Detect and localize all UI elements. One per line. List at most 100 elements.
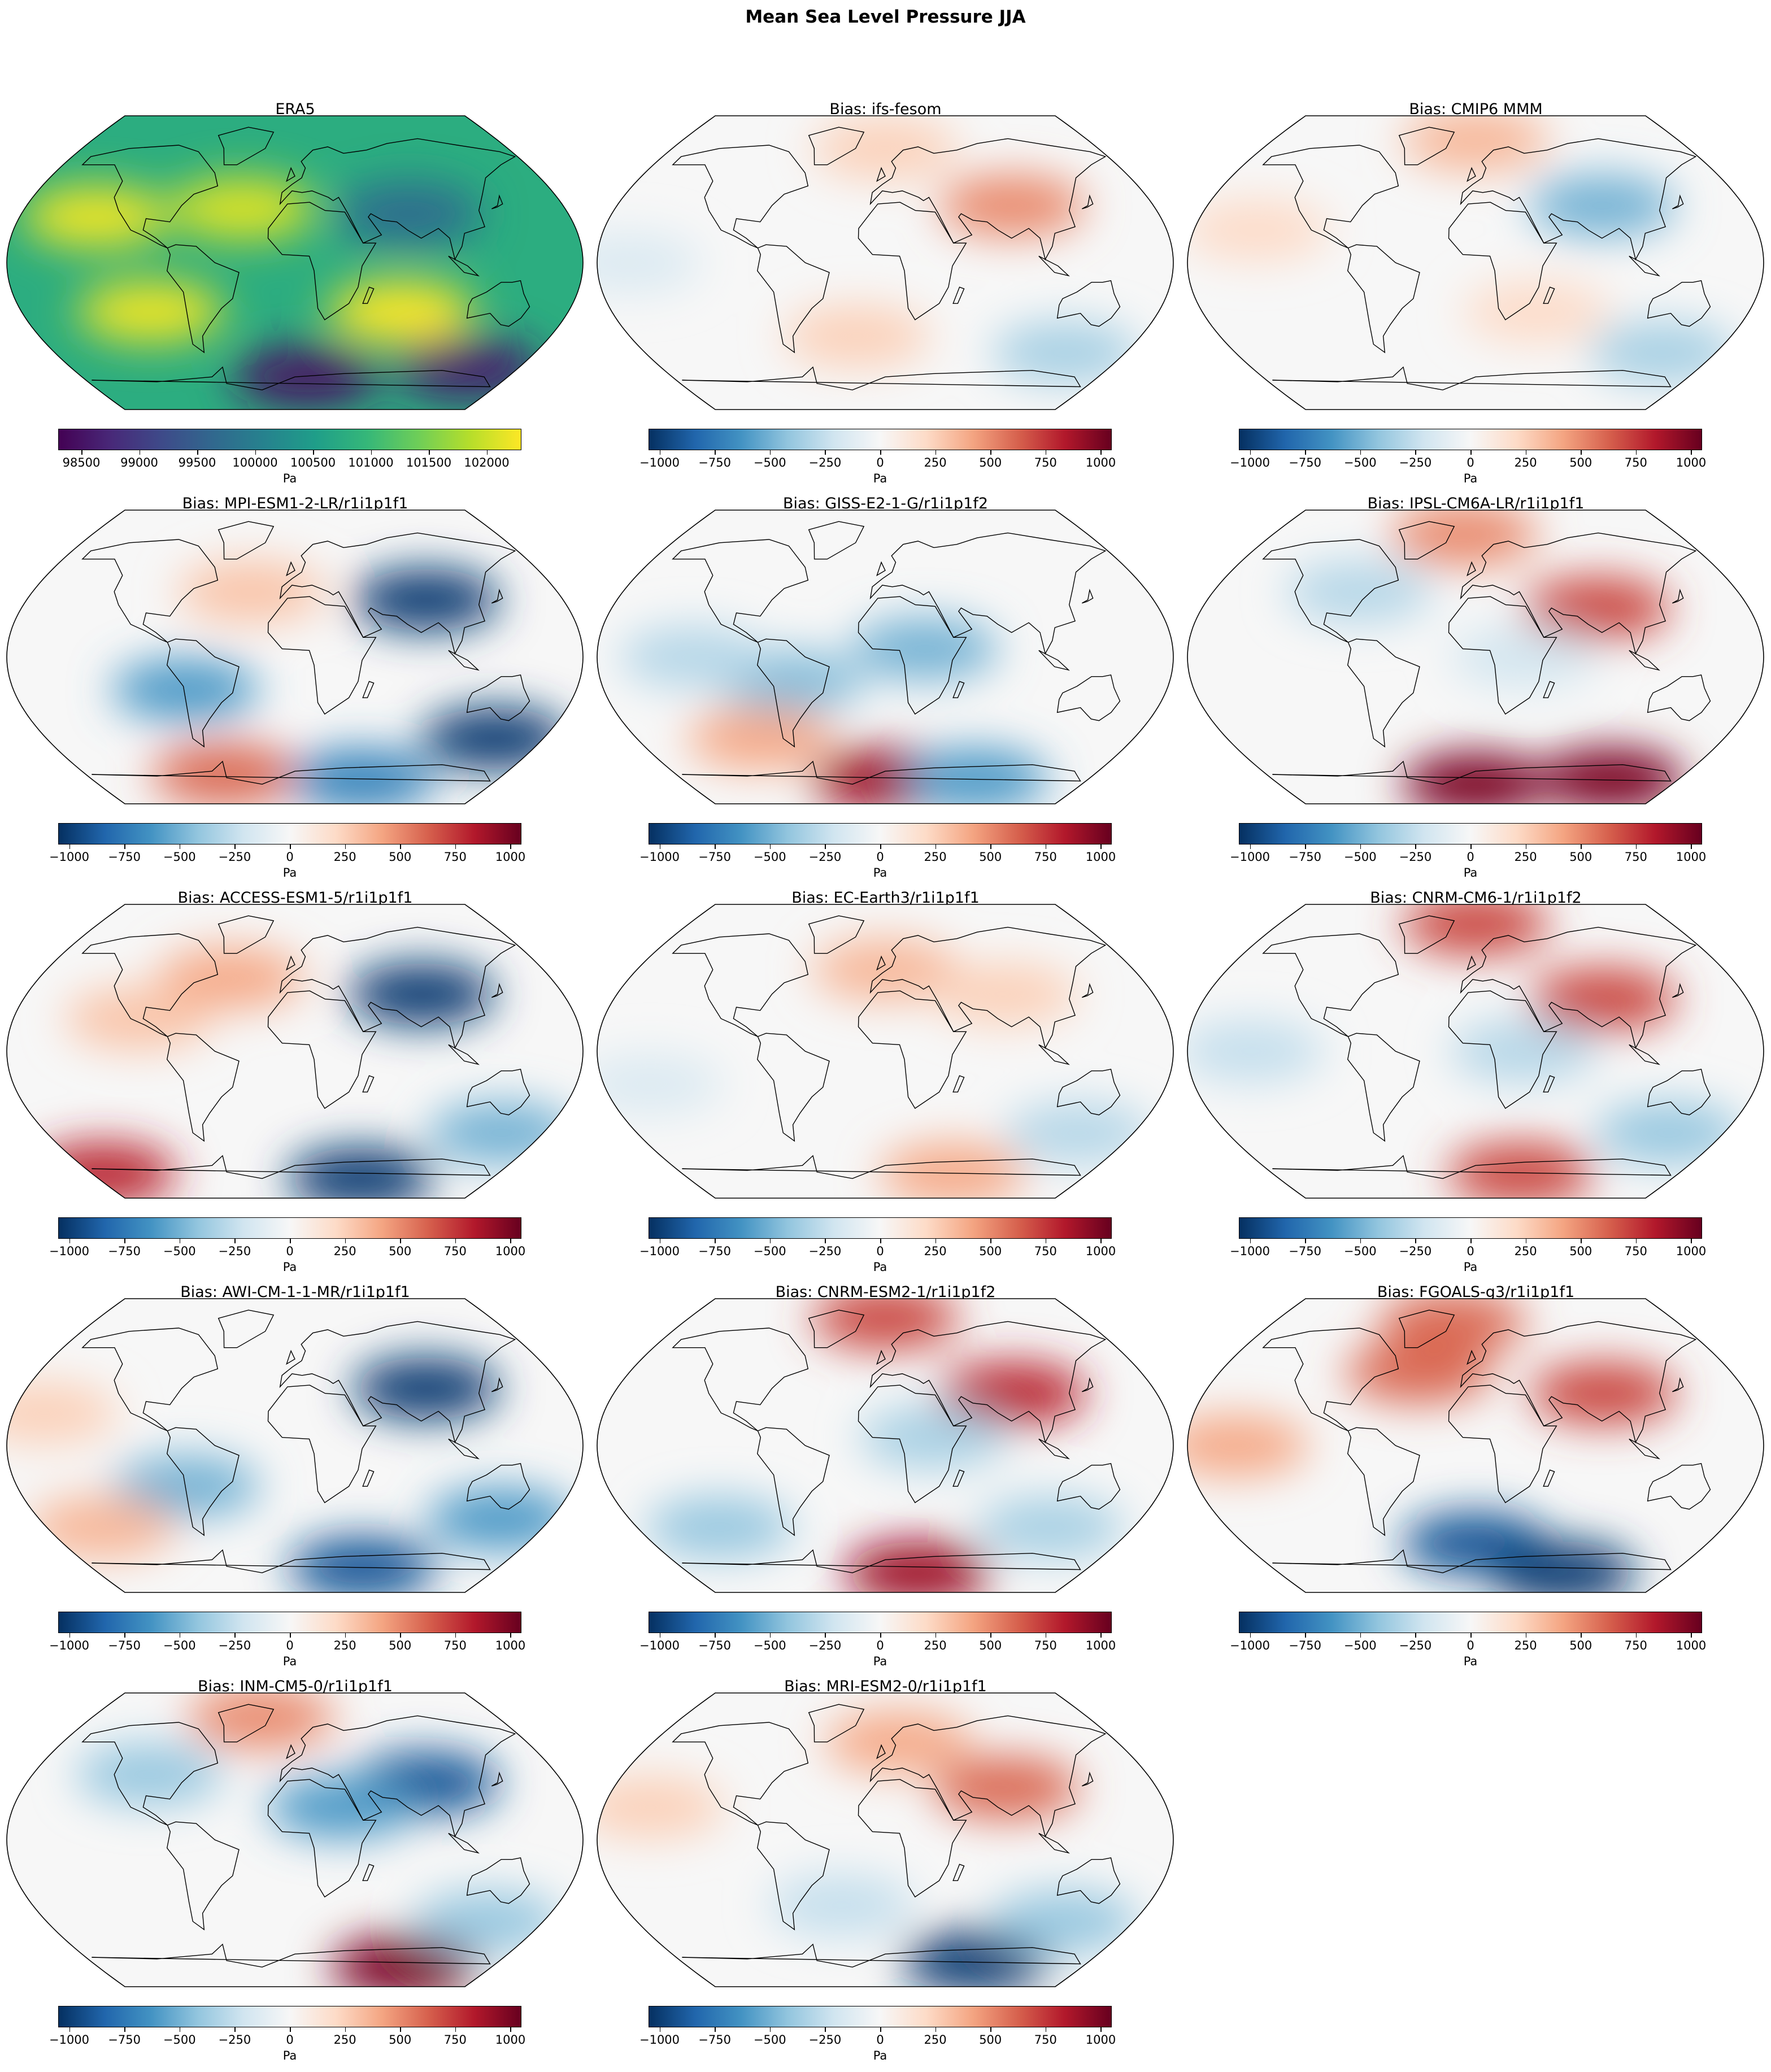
colorbar-tick-label: 1000 — [1085, 1639, 1116, 1652]
map-projection — [597, 510, 1174, 804]
colorbar-tick — [715, 1633, 716, 1638]
field-anomaly — [353, 568, 500, 631]
coastline — [92, 760, 491, 785]
field-anomaly — [597, 1052, 724, 1115]
colorbar-tick-label: −750 — [1289, 850, 1321, 864]
coastline — [1262, 933, 1399, 1037]
coastline — [682, 1549, 1081, 1574]
coastline — [1467, 167, 1476, 182]
map-panel: Bias: CNRM-CM6-1/r1i1p1f2 −1000 −750 −500 −2… — [1181, 889, 1771, 1283]
colorbar-unit-label: Pa — [873, 2049, 887, 2062]
colorbar-tick — [345, 845, 346, 849]
coastline — [267, 990, 377, 1109]
colorbar-tick-label: −250 — [1399, 456, 1432, 469]
coastline — [1056, 1857, 1121, 1904]
colorbar-tick — [1525, 1633, 1527, 1638]
colorbar-tick-label: 500 — [1569, 850, 1592, 864]
colorbar-tick-label: −1000 — [49, 1244, 90, 1258]
field-anomaly — [1537, 748, 1685, 804]
field-anomaly — [783, 305, 930, 367]
colorbar-tick-label: 500 — [979, 1639, 1002, 1652]
colorbar-tick — [179, 2027, 181, 2032]
colorbar-tick — [1045, 845, 1047, 849]
colorbar — [649, 1217, 1112, 1239]
colorbar-tick-label: −500 — [753, 1244, 786, 1258]
colorbar-tick-label: 1000 — [1676, 850, 1707, 864]
map-projection — [6, 510, 584, 804]
map-projection — [6, 115, 584, 410]
colorbar-tick-label: −250 — [218, 1244, 251, 1258]
coastline — [1460, 926, 1697, 1050]
field-anomaly — [1345, 1341, 1492, 1403]
colorbar-tick — [1525, 1239, 1527, 1243]
colorbar-tick — [1691, 450, 1692, 455]
colorbar-tick — [1635, 1239, 1637, 1243]
map-projection — [597, 904, 1174, 1199]
colorbar-tick-label: −1000 — [1229, 456, 1270, 469]
colorbar-tick-label: 250 — [924, 1639, 947, 1652]
colorbar-tick-label: 0 — [876, 1244, 884, 1258]
coastline — [166, 244, 240, 354]
coastline — [1672, 589, 1684, 604]
colorbar-tick — [1100, 845, 1102, 849]
colorbar-tick-label: −1000 — [49, 850, 90, 864]
colorbar-tick-label: −750 — [698, 1639, 731, 1652]
colorbar-unit-label: Pa — [873, 866, 887, 880]
colorbar-tick — [715, 1239, 716, 1243]
colorbar-tick-label: −1000 — [1229, 1244, 1270, 1258]
colorbar-tick — [659, 845, 661, 849]
colorbar-tick — [1305, 845, 1306, 849]
map-projection — [597, 115, 1174, 410]
coastline — [217, 1309, 275, 1348]
colorbar-tick — [1470, 1239, 1472, 1243]
field-anomaly — [29, 1142, 177, 1198]
colorbar-tick — [1691, 1633, 1692, 1638]
colorbar-tick — [1045, 450, 1047, 455]
colorbar-tick — [455, 1633, 456, 1638]
colorbar-tick — [1045, 2027, 1047, 2032]
coastline — [166, 1033, 240, 1142]
colorbar-tick-label: −1000 — [49, 2033, 90, 2047]
colorbar-tick-label: −750 — [698, 2033, 731, 2047]
coastline — [1347, 244, 1420, 354]
coastline — [1056, 1068, 1121, 1116]
map-projection — [6, 1692, 584, 1987]
field-anomaly — [879, 1142, 1026, 1198]
colorbar-tick-label: −750 — [108, 1639, 141, 1652]
colorbar-tick-label: 500 — [979, 1244, 1002, 1258]
colorbar-tick — [935, 845, 937, 849]
coastline — [1081, 589, 1094, 604]
colorbar-unit-label: Pa — [282, 1260, 297, 1274]
colorbar-tick-label: −250 — [1399, 850, 1432, 864]
coastline — [1272, 1549, 1672, 1574]
colorbar-tick — [825, 845, 826, 849]
colorbar-tick-label: −750 — [698, 456, 731, 469]
coastline — [466, 1462, 530, 1510]
panel-title: Bias: CNRM-ESM2-1/r1i1p1f2 — [775, 1283, 996, 1301]
colorbar-tick-label: 500 — [389, 2033, 412, 2047]
coastline — [869, 532, 1107, 655]
colorbar-tick — [1100, 450, 1102, 455]
colorbar-tick-label: −250 — [808, 456, 842, 469]
coastline — [672, 1722, 809, 1826]
colorbar-tick-label: −250 — [218, 850, 251, 864]
colorbar-tick-label: −1000 — [1229, 850, 1270, 864]
colorbar-tick-label: 0 — [286, 850, 294, 864]
coastline — [466, 674, 530, 721]
colorbar-tick-label: 500 — [1569, 1244, 1592, 1258]
panel-title: ERA5 — [275, 101, 315, 118]
panel-title: Bias: IPSL-CM6A-LR/r1i1p1f1 — [1367, 495, 1585, 512]
map-boundary — [6, 510, 584, 804]
coastline — [1629, 255, 1661, 277]
colorbar-tick-label: 750 — [1624, 1244, 1647, 1258]
field-anomaly — [151, 743, 299, 804]
colorbar-tick-label: −750 — [1289, 456, 1321, 469]
colorbar-tick — [290, 2027, 291, 2032]
colorbar-tick — [234, 1633, 236, 1638]
coastline — [858, 202, 967, 321]
colorbar-tick — [1581, 450, 1582, 455]
colorbar-tick — [769, 450, 771, 455]
coastline — [286, 1350, 295, 1365]
colorbar-tick — [659, 450, 661, 455]
map-boundary — [1187, 510, 1764, 804]
